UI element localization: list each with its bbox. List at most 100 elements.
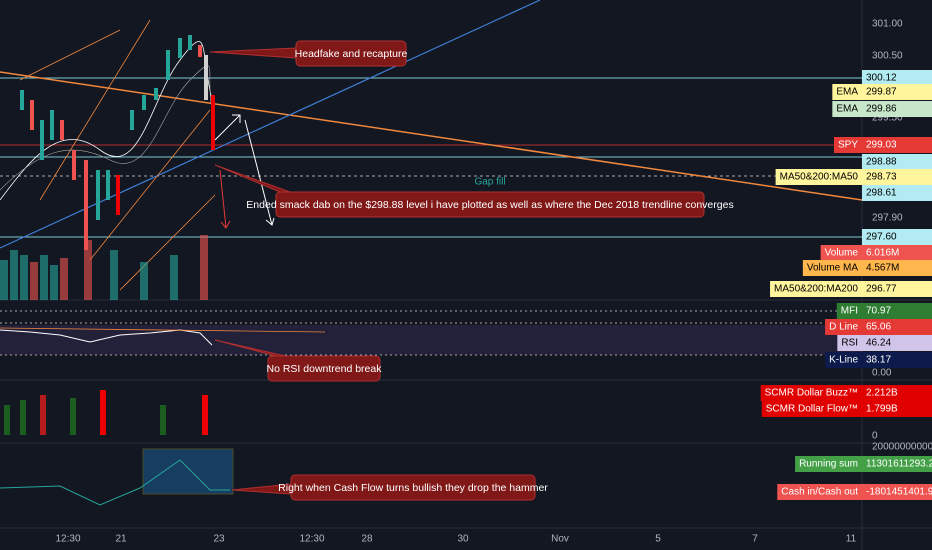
badge-value: 297.60 (866, 232, 897, 243)
badge-label: EMA (836, 87, 858, 98)
badge-label: MA50&200:MA200 (774, 284, 858, 295)
badge-value: 2.212B (866, 388, 898, 399)
price-badge (862, 70, 932, 86)
price-badge (862, 319, 932, 335)
price-badge (862, 401, 932, 417)
badge-label-bg (836, 303, 862, 319)
badge-value: 298.61 (866, 188, 897, 199)
badge-label: Running sum (799, 459, 858, 470)
badge-label: D Line (829, 322, 858, 333)
price-badge (862, 137, 932, 153)
annotation: Ended smack dab on the $298.88 level i h… (246, 199, 733, 211)
badge-label-bg (837, 335, 862, 351)
time-label: 12:30 (299, 534, 324, 545)
badge-label-bg (825, 319, 862, 335)
badge-label-bg (760, 385, 862, 401)
badge-value: 298.88 (866, 157, 897, 168)
badge-label: SPY (838, 140, 858, 151)
price-badge (862, 245, 932, 261)
highlight-box (142, 448, 234, 495)
annotation: Right when Cash Flow turns bullish they … (278, 482, 548, 494)
down-arrow (219, 169, 231, 229)
badge-label-bg (820, 245, 862, 261)
annotation: No RSI downtrend break (267, 363, 383, 375)
badge-value: 296.77 (866, 284, 897, 295)
price-badge (862, 101, 932, 117)
badge-label: EMA (836, 104, 858, 115)
time-label: 11 (846, 534, 857, 545)
badge-value: 300.12 (866, 73, 897, 84)
badge-value: 65.06 (866, 322, 891, 333)
badge-value: 38.17 (866, 355, 891, 366)
badge-label-bg (833, 137, 862, 153)
trendlines (0, 0, 863, 291)
price-badge (862, 84, 932, 100)
badge-label-bg (770, 281, 862, 297)
price-label: 0.00 (872, 368, 892, 379)
callouts (209, 40, 705, 501)
price-badge (862, 385, 932, 401)
price-label: 0 (872, 431, 878, 442)
badge-value: 1.799B (866, 404, 898, 415)
price-label: 20000000000.00 (872, 442, 932, 453)
price-badge (862, 352, 932, 368)
time-label: 30 (457, 534, 469, 545)
badge-value: 299.86 (866, 104, 897, 115)
badge-label-bg (802, 260, 862, 276)
time-label: 5 (655, 534, 661, 545)
time-label: Nov (551, 534, 569, 545)
flow-bars (4, 390, 208, 435)
arrows (214, 114, 275, 226)
badge-label: Volume (825, 248, 859, 259)
badge-label-bg (777, 484, 862, 500)
price-badge (862, 335, 932, 351)
price-badge (862, 185, 932, 201)
badge-label-bg (832, 101, 862, 117)
rsi-line (0, 329, 213, 346)
price-badge (862, 154, 932, 170)
price-label: 299.50 (872, 113, 903, 124)
price-badge (862, 260, 932, 276)
badge-label-bg (825, 352, 862, 368)
price-badge (862, 303, 932, 319)
price-badge (862, 229, 932, 245)
badge-label: Volume MA (807, 263, 858, 274)
time-label: 28 (361, 534, 373, 545)
badge-value: -1801451401.92 (866, 487, 932, 498)
badge-label-bg (795, 456, 862, 472)
price-badge (862, 484, 932, 500)
badge-value: 11301611293.23 (866, 459, 932, 470)
badge-value: 6.016M (866, 248, 899, 259)
price-label: 301.00 (872, 19, 903, 30)
gap-label: Gap fill (474, 177, 505, 188)
badge-label-bg (832, 84, 862, 100)
annotation: Headfake and recapture (295, 48, 408, 60)
time-label: 12:30 (55, 534, 80, 545)
price-label: 300.50 (872, 51, 903, 62)
candles (20, 35, 215, 250)
price-badge (862, 281, 932, 297)
badge-label: MFI (841, 306, 858, 317)
price-badge (862, 169, 932, 185)
volume-bars (0, 235, 208, 300)
price-axis: 301.00 300.50 299.50 297.90 0.00 020000000000… (872, 19, 932, 453)
time-label: 21 (115, 534, 127, 545)
badge-value: 46.24 (866, 338, 891, 349)
badge-label: MA50&200:MA50 (780, 172, 859, 183)
badge-label: SCMR Dollar Buzz™ (765, 388, 858, 399)
badge-value: 299.87 (866, 87, 897, 98)
time-label: 23 (213, 534, 225, 545)
badge-label-bg (775, 169, 862, 185)
badge-value: 70.97 (866, 306, 891, 317)
badges: 300.12 299.87 EMA 299.86 EMA 299.03 SPY 298.88 2… (760, 70, 932, 500)
badge-label: Cash in/Cash out (781, 487, 858, 498)
badge-label: SCMR Dollar Flow™ (766, 404, 858, 415)
rsi-trendline (0, 327, 326, 333)
badge-label: RSI (841, 338, 858, 349)
badge-value: 299.03 (866, 140, 897, 151)
badge-value: 298.73 (866, 172, 897, 183)
badge-value: 4.567M (866, 263, 899, 274)
time-label: 7 (752, 534, 758, 545)
